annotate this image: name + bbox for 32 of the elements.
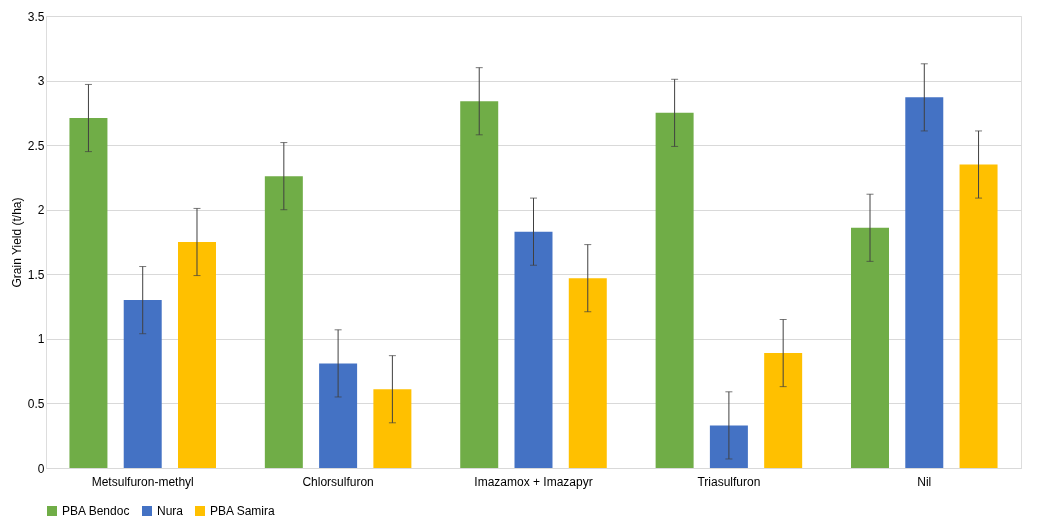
x-tick-label: Nil (917, 474, 932, 489)
y-tick-label: 3.5 (27, 9, 45, 24)
bar (514, 231, 553, 468)
legend-label: PBA Samira (210, 504, 276, 518)
y-tick-label: 0 (37, 461, 45, 476)
y-tick-label: 3 (37, 74, 45, 89)
x-tick-label: Triasulfuron (697, 474, 761, 489)
bar (568, 278, 607, 468)
bar (123, 300, 162, 468)
legend-label: PBA Bendoc (62, 504, 130, 518)
bar (460, 101, 499, 468)
x-tick-label: Chlorsulfuron (302, 474, 374, 489)
y-tick-label: 0.5 (27, 396, 45, 411)
bar (905, 97, 944, 468)
bar (959, 164, 998, 468)
y-tick-label: 1.5 (27, 267, 45, 282)
bar (178, 242, 216, 468)
y-tick-label: 1 (37, 332, 45, 347)
y-tick-label: 2 (37, 203, 45, 218)
x-tick-label: Metsulfuron-methyl (91, 474, 194, 489)
bar (764, 353, 803, 468)
y-axis-title: Grain Yield (t/ha) (9, 197, 24, 288)
x-tick-label: Imazamox + Imazapyr (474, 474, 593, 489)
bar (69, 118, 108, 468)
bar (373, 389, 412, 468)
y-tick-label: 2.5 (27, 138, 45, 153)
legend-label: Nura (157, 504, 184, 518)
bar (319, 363, 358, 468)
bar (264, 176, 303, 468)
bar (655, 112, 694, 468)
bar (709, 425, 748, 468)
bar (851, 227, 889, 468)
